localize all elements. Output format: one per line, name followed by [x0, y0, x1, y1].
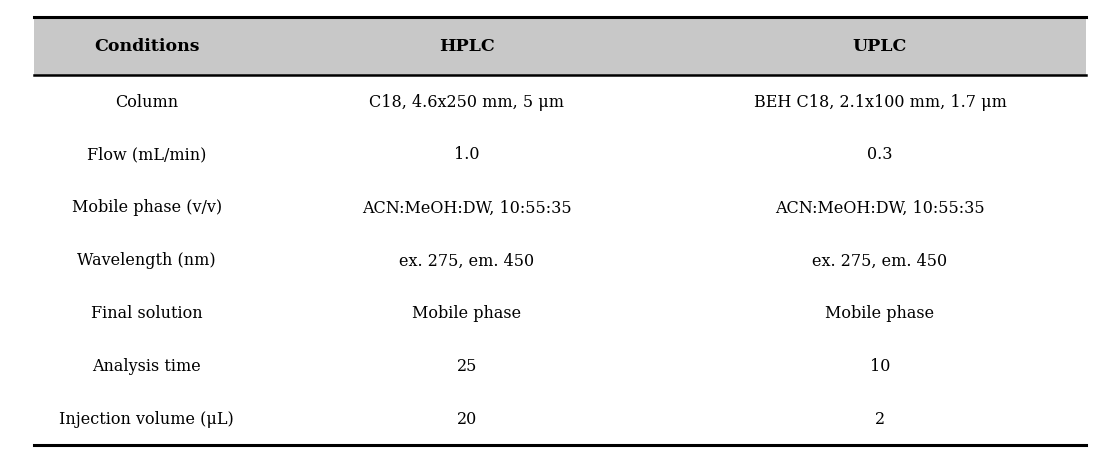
Bar	[34, 234, 1086, 287]
Bar	[34, 181, 1086, 234]
Text: Wavelength (nm): Wavelength (nm)	[77, 252, 216, 269]
Bar	[34, 128, 1086, 181]
Text: Final solution: Final solution	[91, 305, 203, 322]
Text: 20: 20	[457, 411, 477, 427]
Text: C18, 4.6x250 mm, 5 μm: C18, 4.6x250 mm, 5 μm	[370, 94, 564, 110]
Text: ACN:MeOH:DW, 10:55:35: ACN:MeOH:DW, 10:55:35	[775, 199, 984, 216]
Text: 25: 25	[457, 357, 477, 375]
Text: Mobile phase: Mobile phase	[825, 305, 934, 322]
Text: Mobile phase: Mobile phase	[412, 305, 522, 322]
Text: 10: 10	[870, 357, 890, 375]
Text: Analysis time: Analysis time	[93, 357, 202, 375]
Text: ACN:MeOH:DW, 10:55:35: ACN:MeOH:DW, 10:55:35	[362, 199, 571, 216]
Text: HPLC: HPLC	[439, 38, 495, 55]
Text: Mobile phase (v/v): Mobile phase (v/v)	[72, 199, 222, 216]
Bar	[34, 75, 1086, 128]
Text: Column: Column	[115, 94, 178, 110]
Text: BEH C18, 2.1x100 mm, 1.7 μm: BEH C18, 2.1x100 mm, 1.7 μm	[754, 94, 1007, 110]
Text: Flow (mL/min): Flow (mL/min)	[87, 146, 206, 163]
Text: 0.3: 0.3	[867, 146, 893, 163]
Text: 1.0: 1.0	[454, 146, 479, 163]
Text: UPLC: UPLC	[852, 38, 907, 55]
Bar	[34, 18, 1086, 75]
Text: Conditions: Conditions	[94, 38, 199, 55]
Bar	[34, 340, 1086, 393]
Text: ex. 275, em. 450: ex. 275, em. 450	[812, 252, 948, 269]
Text: 2: 2	[875, 411, 885, 427]
Text: ex. 275, em. 450: ex. 275, em. 450	[399, 252, 534, 269]
Bar	[34, 287, 1086, 340]
Bar	[34, 393, 1086, 445]
Text: Injection volume (μL): Injection volume (μL)	[59, 411, 234, 427]
